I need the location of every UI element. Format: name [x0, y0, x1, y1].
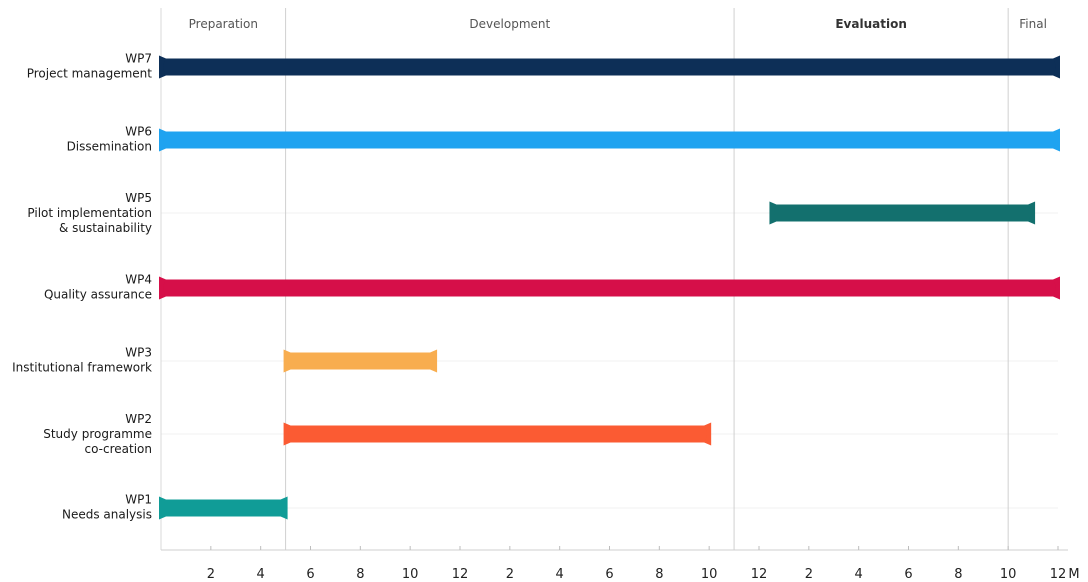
- x-axis-unit-label: M: [1068, 567, 1079, 582]
- phase-label: Development: [469, 17, 550, 31]
- gantt-bar-wp1: [161, 499, 286, 517]
- task-name-label: Needs analysis: [62, 508, 152, 522]
- gantt-bar-start-cap: [283, 422, 291, 446]
- task-id-label: WP5: [125, 191, 152, 205]
- gantt-bar-end-cap: [1053, 55, 1060, 79]
- gantt-bar-wp3: [285, 352, 436, 370]
- task-name-label: Dissemination: [67, 140, 152, 154]
- x-tick-label: 4: [556, 567, 564, 582]
- x-tick-label: 6: [904, 567, 912, 582]
- gantt-bar-end-cap: [1028, 201, 1036, 225]
- task-name-label: Institutional framework: [12, 361, 152, 375]
- x-tick-label: 4: [855, 567, 863, 582]
- x-tick-label: 8: [655, 567, 663, 582]
- task-name-label: & sustainability: [59, 221, 152, 235]
- gantt-bar-wp2: [285, 425, 710, 443]
- task-name-label: Project management: [27, 67, 153, 81]
- x-tick-label: 4: [257, 567, 265, 582]
- task-name-label: co-creation: [85, 442, 152, 456]
- x-tick-label: 8: [954, 567, 962, 582]
- x-tick-label: 10: [701, 567, 718, 582]
- gantt-bar-wp7: [161, 58, 1058, 76]
- task-id-label: WP6: [125, 125, 152, 139]
- gantt-bar-end-cap: [430, 349, 438, 373]
- x-tick-label: 12: [452, 567, 469, 582]
- task-id-label: WP1: [125, 493, 152, 507]
- x-tick-label: 12: [751, 567, 768, 582]
- gantt-bar-end-cap: [1053, 276, 1060, 300]
- gantt-bar-start-cap: [159, 496, 166, 520]
- phase-label: Evaluation: [835, 17, 907, 31]
- gantt-bar-wp4: [161, 279, 1058, 297]
- gantt-bar-start-cap: [769, 201, 777, 225]
- x-tick-label: 2: [805, 567, 813, 582]
- x-tick-label: 10: [402, 567, 419, 582]
- task-name-label: Study programme: [43, 427, 152, 441]
- gantt-bar-wp6: [161, 131, 1058, 149]
- gantt-bar-start-cap: [159, 128, 166, 152]
- gantt-bar-end-cap: [1053, 128, 1060, 152]
- task-id-label: WP3: [125, 346, 152, 360]
- x-tick-label: 8: [356, 567, 364, 582]
- x-tick-label: 2: [207, 567, 215, 582]
- phase-label: Final: [1019, 17, 1047, 31]
- gantt-bar-start-cap: [159, 55, 166, 79]
- task-id-label: WP7: [125, 52, 152, 66]
- gantt-bar-start-cap: [283, 349, 291, 373]
- x-tick-label: 6: [306, 567, 314, 582]
- gantt-bar-wp5: [771, 204, 1034, 222]
- x-tick-label: 2: [506, 567, 514, 582]
- gantt-bar-start-cap: [159, 276, 166, 300]
- task-id-label: WP4: [125, 273, 152, 287]
- task-name-label: Quality assurance: [44, 288, 152, 302]
- x-tick-label: 12: [1050, 567, 1067, 582]
- task-name-label: Pilot implementation: [27, 206, 152, 220]
- gantt-bar-end-cap: [280, 496, 288, 520]
- phase-label: Preparation: [189, 17, 258, 31]
- x-tick-label: 10: [1000, 567, 1017, 582]
- gantt-bar-end-cap: [704, 422, 712, 446]
- task-id-label: WP2: [125, 412, 152, 426]
- x-tick-label: 6: [605, 567, 613, 582]
